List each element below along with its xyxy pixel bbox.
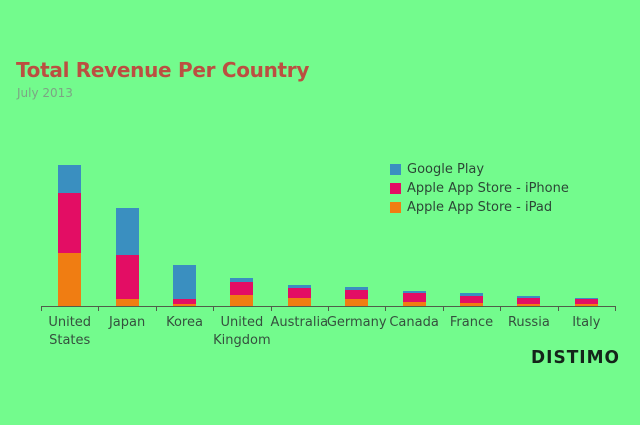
- bar-segment-ipad: [460, 303, 483, 306]
- bar-australia: [287, 285, 311, 306]
- bar-segment-iphone: [574, 299, 598, 304]
- x-axis-label-russia: Russia: [507, 315, 550, 330]
- x-axis-tick: [442, 306, 444, 311]
- legend-item: Google Play: [390, 160, 569, 179]
- x-axis-tick: [385, 306, 387, 311]
- x-axis-tick: [213, 306, 215, 311]
- bar-segment-ipad: [345, 299, 369, 306]
- legend-swatch-icon: [390, 183, 401, 194]
- bar-italy: [574, 298, 598, 306]
- bar-united-kingdom: [230, 278, 254, 306]
- legend-item: Apple App Store - iPhone: [390, 179, 569, 198]
- bar-segment-ipad: [574, 304, 598, 306]
- bar-segment-iphone: [287, 288, 311, 298]
- bar-segment-google_play: [402, 291, 426, 293]
- x-axis-label-france: France: [449, 315, 494, 330]
- x-axis-tick: [557, 306, 559, 311]
- bar-france: [460, 293, 483, 306]
- x-axis-label-australia: Australia: [270, 315, 329, 330]
- bar-segment-ipad: [115, 299, 139, 306]
- bar-segment-ipad: [173, 304, 196, 306]
- bar-segment-iphone: [402, 293, 426, 302]
- chart-subtitle: July 2013: [17, 86, 73, 100]
- bar-canada: [402, 291, 426, 306]
- legend-swatch-icon: [390, 164, 401, 175]
- bar-united-states: [58, 165, 82, 306]
- bar-segment-iphone: [173, 299, 196, 304]
- bar-segment-google_play: [345, 287, 369, 290]
- bar-segment-iphone: [115, 255, 139, 299]
- x-axis-label-canada: Canada: [389, 315, 439, 330]
- x-axis-label-korea: Korea: [166, 315, 203, 330]
- bar-segment-google_play: [574, 298, 598, 299]
- bar-segment-ipad: [58, 253, 82, 306]
- bar-japan: [115, 208, 139, 306]
- bar-segment-ipad: [402, 302, 426, 306]
- legend-item: Apple App Store - iPad: [390, 198, 569, 217]
- bar-russia: [517, 296, 541, 306]
- bar-germany: [345, 287, 369, 306]
- x-axis-tick: [270, 306, 272, 311]
- legend-label: Apple App Store - iPad: [407, 200, 553, 215]
- x-axis-tick: [41, 306, 42, 311]
- legend-swatch-icon: [390, 202, 401, 213]
- distimo-logo: DISTIMO: [531, 347, 620, 369]
- x-axis-tick: [328, 306, 329, 311]
- bar-segment-google_play: [517, 296, 541, 298]
- x-axis-tick: [500, 306, 502, 311]
- bar-segment-iphone: [460, 296, 483, 303]
- x-axis-tick: [155, 306, 157, 311]
- x-axis-label-japan: Japan: [108, 315, 146, 330]
- x-axis-label-germany: Germany: [326, 315, 387, 330]
- x-axis-tick: [98, 306, 100, 311]
- bar-segment-google_play: [115, 208, 139, 255]
- x-axis-label-united-states: United States: [48, 315, 92, 349]
- bar-segment-google_play: [230, 278, 254, 282]
- bar-segment-google_play: [460, 293, 483, 296]
- bar-segment-iphone: [345, 290, 369, 299]
- x-axis-label-united-kingdom: United Kingdom: [213, 315, 271, 349]
- x-axis-label-italy: Italy: [572, 315, 601, 330]
- bar-segment-google_play: [173, 265, 196, 299]
- legend: Google Play Apple App Store - iPhone Apple…: [390, 160, 569, 217]
- bar-segment-iphone: [230, 282, 254, 295]
- bar-segment-google_play: [58, 165, 82, 193]
- bar-segment-google_play: [287, 285, 311, 288]
- bar-segment-iphone: [58, 193, 82, 253]
- bar-segment-ipad: [517, 304, 541, 306]
- legend-label: Google Play: [407, 162, 485, 177]
- bar-segment-ipad: [230, 295, 254, 306]
- chart-title: Total Revenue Per Country: [16, 58, 310, 82]
- x-axis-tick: [615, 306, 616, 311]
- bar-korea: [173, 265, 196, 306]
- legend-label: Apple App Store - iPhone: [407, 181, 569, 196]
- bar-segment-iphone: [517, 298, 541, 304]
- bar-segment-ipad: [287, 298, 311, 306]
